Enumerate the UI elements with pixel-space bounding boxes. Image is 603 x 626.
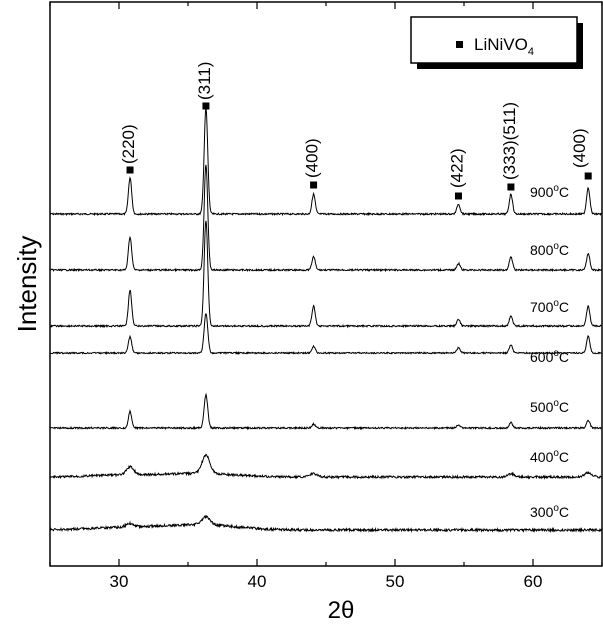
temperature-label: 900oC (530, 183, 569, 200)
xrd-trace (49, 453, 603, 480)
x-tick-label: 50 (386, 572, 405, 591)
celsius-unit: C (559, 449, 569, 465)
xrd-trace (49, 108, 603, 217)
peak-marker (454, 192, 462, 200)
temperature-value: 800 (530, 242, 554, 258)
xrd-trace (49, 220, 603, 329)
degree-superscript: o (553, 503, 559, 514)
legend-label-sub: 4 (528, 46, 534, 58)
x-ticks: 30 40 50 60 (49, 2, 603, 591)
peak-label: (333)(511) (500, 102, 519, 180)
degree-superscript: o (553, 241, 559, 252)
celsius-unit: C (559, 349, 569, 365)
legend-label: LiNiVO4 (474, 35, 534, 58)
celsius-unit: C (559, 399, 569, 415)
peak-label: (220) (119, 124, 138, 164)
temperature-label: 800oC (530, 241, 569, 258)
temperature-label: 700oC (530, 298, 569, 315)
x-tick-label: 30 (110, 572, 129, 591)
degree-superscript: o (553, 348, 559, 359)
xrd-trace (49, 164, 603, 273)
plot-frame (49, 1, 603, 567)
peak-label: (422) (447, 148, 466, 188)
peak-marker (202, 102, 210, 110)
x-tick-label: 60 (524, 572, 543, 591)
temperature-value: 400 (530, 449, 554, 465)
legend: LiNiVO4 (410, 16, 583, 69)
temperature-value: 300 (530, 504, 554, 520)
xrd-trace (49, 392, 603, 431)
peak-marker (126, 166, 134, 174)
peak-label: (400) (303, 138, 322, 178)
temperature-label: 500oC (530, 398, 569, 415)
degree-superscript: o (553, 298, 559, 309)
temperature-value: 900 (530, 184, 554, 200)
y-axis-title: Intensity (12, 236, 42, 333)
temperature-value: 500 (530, 399, 554, 415)
temperature-label: 400oC (530, 448, 569, 465)
celsius-unit: C (559, 299, 569, 315)
celsius-unit: C (559, 242, 569, 258)
temperature-value: 700 (530, 299, 554, 315)
peak-marker (507, 183, 515, 191)
celsius-unit: C (559, 184, 569, 200)
peak-label: (400) (570, 128, 589, 168)
peak-labels: (220) (311) (400) (422) (333)(511) (400) (119, 62, 592, 200)
degree-superscript: o (553, 448, 559, 459)
legend-box (410, 16, 578, 64)
temperature-value: 600 (530, 349, 554, 365)
degree-superscript: o (553, 398, 559, 409)
degree-superscript: o (553, 183, 559, 194)
peak-marker (584, 172, 592, 180)
peak-marker (310, 181, 318, 189)
xrd-trace (49, 313, 603, 355)
temperature-label: 600oC (530, 348, 569, 365)
peak-label: (311) (195, 62, 214, 100)
x-axis-title: 2θ (328, 597, 355, 624)
temperature-label: 300oC (530, 503, 569, 520)
legend-marker (456, 41, 463, 48)
legend-label-main: LiNiVO (474, 35, 528, 54)
x-tick-label: 40 (248, 572, 267, 591)
celsius-unit: C (559, 504, 569, 520)
xrd-trace (49, 514, 603, 534)
